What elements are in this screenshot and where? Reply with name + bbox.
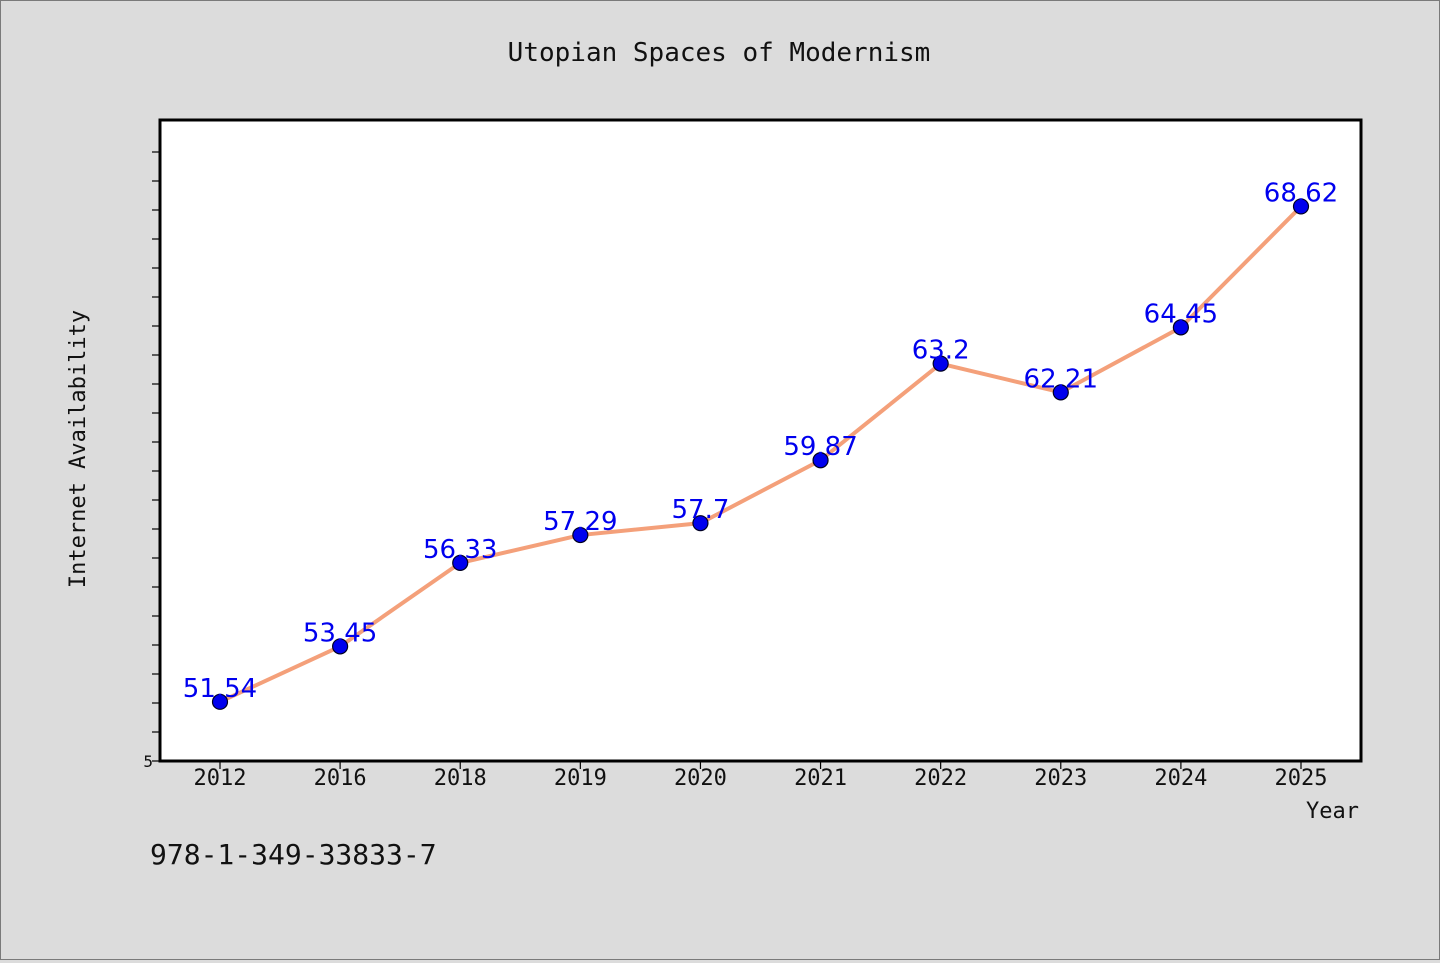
data-point: [1172, 319, 1189, 336]
data-point: [332, 638, 349, 655]
data-point: [692, 515, 709, 532]
data-point: [452, 554, 469, 571]
data-label: 68.62: [1264, 178, 1338, 208]
data-point: [932, 355, 949, 372]
data-point: [211, 693, 229, 710]
data-markers: [211, 198, 1310, 710]
x-tick-label: 2024: [1154, 766, 1207, 791]
data-label: 53.45: [303, 618, 377, 648]
plot-area: [158, 118, 1363, 763]
x-tick-label: 2023: [1034, 766, 1087, 791]
x-tick-label: 2021: [794, 766, 847, 791]
data-label: 56.33: [423, 535, 497, 565]
x-axis-label: Year: [1306, 799, 1359, 824]
y-axis-ticks: [152, 151, 160, 762]
x-axis-tick-labels: 2012 2016 2018 2019 2020 2021 2022 2023 2024 2025: [194, 766, 1328, 791]
data-point: [812, 452, 829, 469]
data-point: [572, 526, 589, 544]
x-tick-label: 2016: [314, 766, 367, 791]
data-label: 64.45: [1144, 299, 1218, 329]
x-tick-label: 2025: [1275, 766, 1328, 791]
x-tick-label: 2019: [554, 766, 607, 791]
series-lines: [219, 205, 1303, 704]
y-tick-label: 5: [143, 752, 153, 771]
data-label: 57.7: [671, 495, 729, 525]
data-point: [1292, 198, 1310, 215]
data-label: 51.54: [183, 674, 257, 704]
x-tick-label: 2012: [194, 766, 247, 791]
data-label: 57.29: [543, 507, 617, 537]
x-axis-ticks: [219, 761, 1302, 769]
data-label: 63.2: [912, 336, 970, 366]
chart-title: Utopian Spaces of Modernism: [508, 38, 931, 68]
x-tick-label: 2018: [434, 766, 487, 791]
y-axis-tick-labels: 5: [143, 752, 153, 771]
data-point: [1052, 384, 1069, 401]
x-tick-label: 2022: [914, 766, 967, 791]
data-label: 62.21: [1024, 364, 1098, 394]
data-label: 59.87: [783, 432, 857, 462]
footnote-isbn: 978-1-349-33833-7: [150, 838, 437, 871]
data-labels: 51.54 53.45 56.33 57.29 57.7 59.87 63.2 62.21 64…: [183, 178, 1338, 703]
y-axis-label: Internet Availability: [66, 310, 91, 588]
x-tick-label: 2020: [674, 766, 727, 791]
series-line: [219, 205, 1303, 704]
